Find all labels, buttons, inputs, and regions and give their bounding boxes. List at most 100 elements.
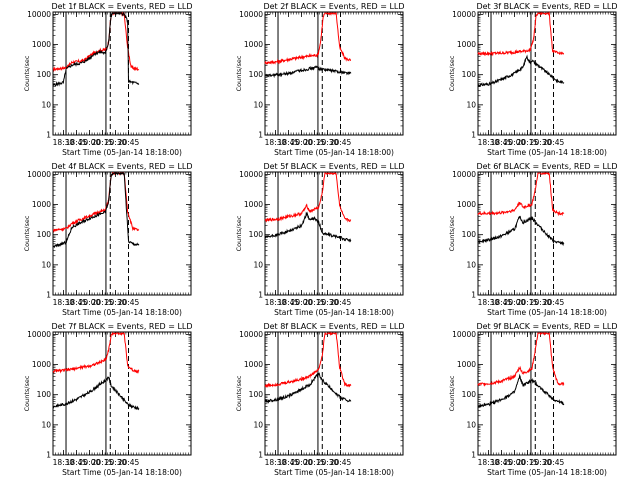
events-series-line <box>52 172 140 249</box>
x-tick-label: 20:30 <box>105 298 127 307</box>
x-tick-label: 18:45 <box>278 458 300 467</box>
y-tick-label: 10000 <box>239 170 263 179</box>
x-tick-label: 20:30 <box>317 298 339 307</box>
y-tick-label: 1000 <box>32 360 51 369</box>
x-tick-label: 20:15 <box>304 138 326 147</box>
x-axis-label: Start Time (05-Jan-14 18:18:00) <box>274 468 394 477</box>
y-axis-label: Counts/sec <box>235 215 243 251</box>
x-tick-label: 20:00 <box>79 458 101 467</box>
y-tick-label: 100 <box>249 390 264 399</box>
y-tick-label: 1 <box>258 131 263 140</box>
y-tick-label: 100 <box>462 230 477 239</box>
x-tick-label: 20:00 <box>79 298 101 307</box>
x-tick-label: 18:30 <box>53 298 75 307</box>
x-axis-label: Start Time (05-Jan-14 18:18:00) <box>487 468 607 477</box>
y-tick-label: 10 <box>466 260 476 269</box>
x-tick-label: 20:15 <box>517 298 539 307</box>
panel-title: Det 8f BLACK = Events, RED = LLD <box>263 322 404 331</box>
x-tick-label: 20:45 <box>543 298 565 307</box>
x-axis-label: Start Time (05-Jan-14 18:18:00) <box>62 308 182 317</box>
x-axis-label: Start Time (05-Jan-14 18:18:00) <box>487 148 607 157</box>
panel-det-8: Det 8f BLACK = Events, RED = LLD 1 10 100 10… <box>235 322 405 477</box>
x-tick-label: 20:00 <box>504 138 526 147</box>
panel-title: Det 5f BLACK = Events, RED = LLD <box>263 162 404 171</box>
lld-series-line <box>477 172 565 217</box>
x-tick-label: 18:30 <box>478 298 500 307</box>
y-axis-label: Counts/sec <box>23 215 31 251</box>
y-tick-label: 1000 <box>244 360 263 369</box>
y-axis-label: Counts/sec <box>448 375 456 411</box>
y-tick-label: 100 <box>249 70 264 79</box>
x-axis-label: Start Time (05-Jan-14 18:18:00) <box>274 308 394 317</box>
panel-title: Det 9f BLACK = Events, RED = LLD <box>476 322 617 331</box>
x-tick-label: 20:15 <box>517 458 539 467</box>
y-tick-label: 10 <box>466 100 476 109</box>
x-tick-label: 18:30 <box>478 138 500 147</box>
x-tick-label: 20:15 <box>92 298 114 307</box>
x-tick-label: 20:00 <box>504 458 526 467</box>
x-tick-label: 20:30 <box>530 298 552 307</box>
plot-frame <box>52 11 192 136</box>
y-tick-label: 10 <box>253 420 263 429</box>
x-tick-label: 18:45 <box>278 138 300 147</box>
y-tick-label: 100 <box>249 230 264 239</box>
y-tick-label: 10000 <box>452 10 476 19</box>
panel-det-6: Det 6f BLACK = Events, RED = LLD 1 10 100 10… <box>448 162 618 317</box>
y-axis-label: Counts/sec <box>448 215 456 251</box>
y-tick-label: 10000 <box>239 330 263 339</box>
y-tick-label: 1 <box>258 451 263 460</box>
events-series-line <box>264 65 352 79</box>
y-tick-label: 1000 <box>32 200 51 209</box>
lld-series-line <box>52 331 140 374</box>
lld-series-line <box>264 11 352 65</box>
x-tick-label: 20:00 <box>291 138 313 147</box>
y-tick-label: 10 <box>41 260 51 269</box>
x-tick-label: 20:00 <box>291 298 313 307</box>
x-tick-label: 18:30 <box>265 458 287 467</box>
x-tick-label: 20:45 <box>330 458 352 467</box>
panel-title: Det 3f BLACK = Events, RED = LLD <box>476 2 617 11</box>
panel-det-7: Det 7f BLACK = Events, RED = LLD 1 10 100 10… <box>23 322 193 477</box>
x-tick-label: 18:30 <box>265 138 287 147</box>
y-tick-label: 10000 <box>27 10 51 19</box>
y-tick-label: 100 <box>37 70 52 79</box>
events-series-line <box>52 11 140 87</box>
y-axis-label: Counts/sec <box>448 55 456 91</box>
y-tick-label: 1 <box>258 291 263 300</box>
y-tick-label: 100 <box>37 230 52 239</box>
lld-series-line <box>264 172 352 223</box>
panel-det-1: Det 1f BLACK = Events, RED = LLD 1 10 100 10… <box>23 2 193 157</box>
x-tick-label: 20:00 <box>504 298 526 307</box>
y-tick-label: 10000 <box>452 330 476 339</box>
x-tick-label: 18:30 <box>478 458 500 467</box>
panel-title: Det 4f BLACK = Events, RED = LLD <box>51 162 192 171</box>
x-tick-label: 20:00 <box>79 138 101 147</box>
y-tick-label: 100 <box>462 70 477 79</box>
x-axis-label: Start Time (05-Jan-14 18:18:00) <box>62 148 182 157</box>
plot-frame <box>477 171 617 296</box>
y-tick-label: 10 <box>41 420 51 429</box>
x-tick-label: 18:45 <box>278 298 300 307</box>
lld-series-line <box>264 331 352 388</box>
x-tick-label: 18:45 <box>491 298 513 307</box>
plot-frame <box>264 331 404 456</box>
plot-frame <box>264 11 404 136</box>
x-tick-label: 20:15 <box>92 458 114 467</box>
y-tick-label: 10000 <box>27 170 51 179</box>
plot-frame <box>477 331 617 456</box>
y-tick-label: 1 <box>471 451 476 460</box>
x-tick-label: 18:45 <box>66 298 88 307</box>
x-axis-label: Start Time (05-Jan-14 18:18:00) <box>62 468 182 477</box>
y-axis-label: Counts/sec <box>23 55 31 91</box>
x-tick-label: 20:30 <box>530 458 552 467</box>
x-tick-label: 20:30 <box>530 138 552 147</box>
panel-det-4: Det 4f BLACK = Events, RED = LLD 1 10 100 10… <box>23 162 193 317</box>
panel-det-5: Det 5f BLACK = Events, RED = LLD 1 10 100 10… <box>235 162 405 317</box>
events-series-line <box>52 376 140 411</box>
y-tick-label: 10000 <box>452 170 476 179</box>
panel-title: Det 2f BLACK = Events, RED = LLD <box>263 2 404 11</box>
x-tick-label: 18:45 <box>491 138 513 147</box>
events-series-line <box>264 372 352 404</box>
x-tick-label: 20:45 <box>330 298 352 307</box>
